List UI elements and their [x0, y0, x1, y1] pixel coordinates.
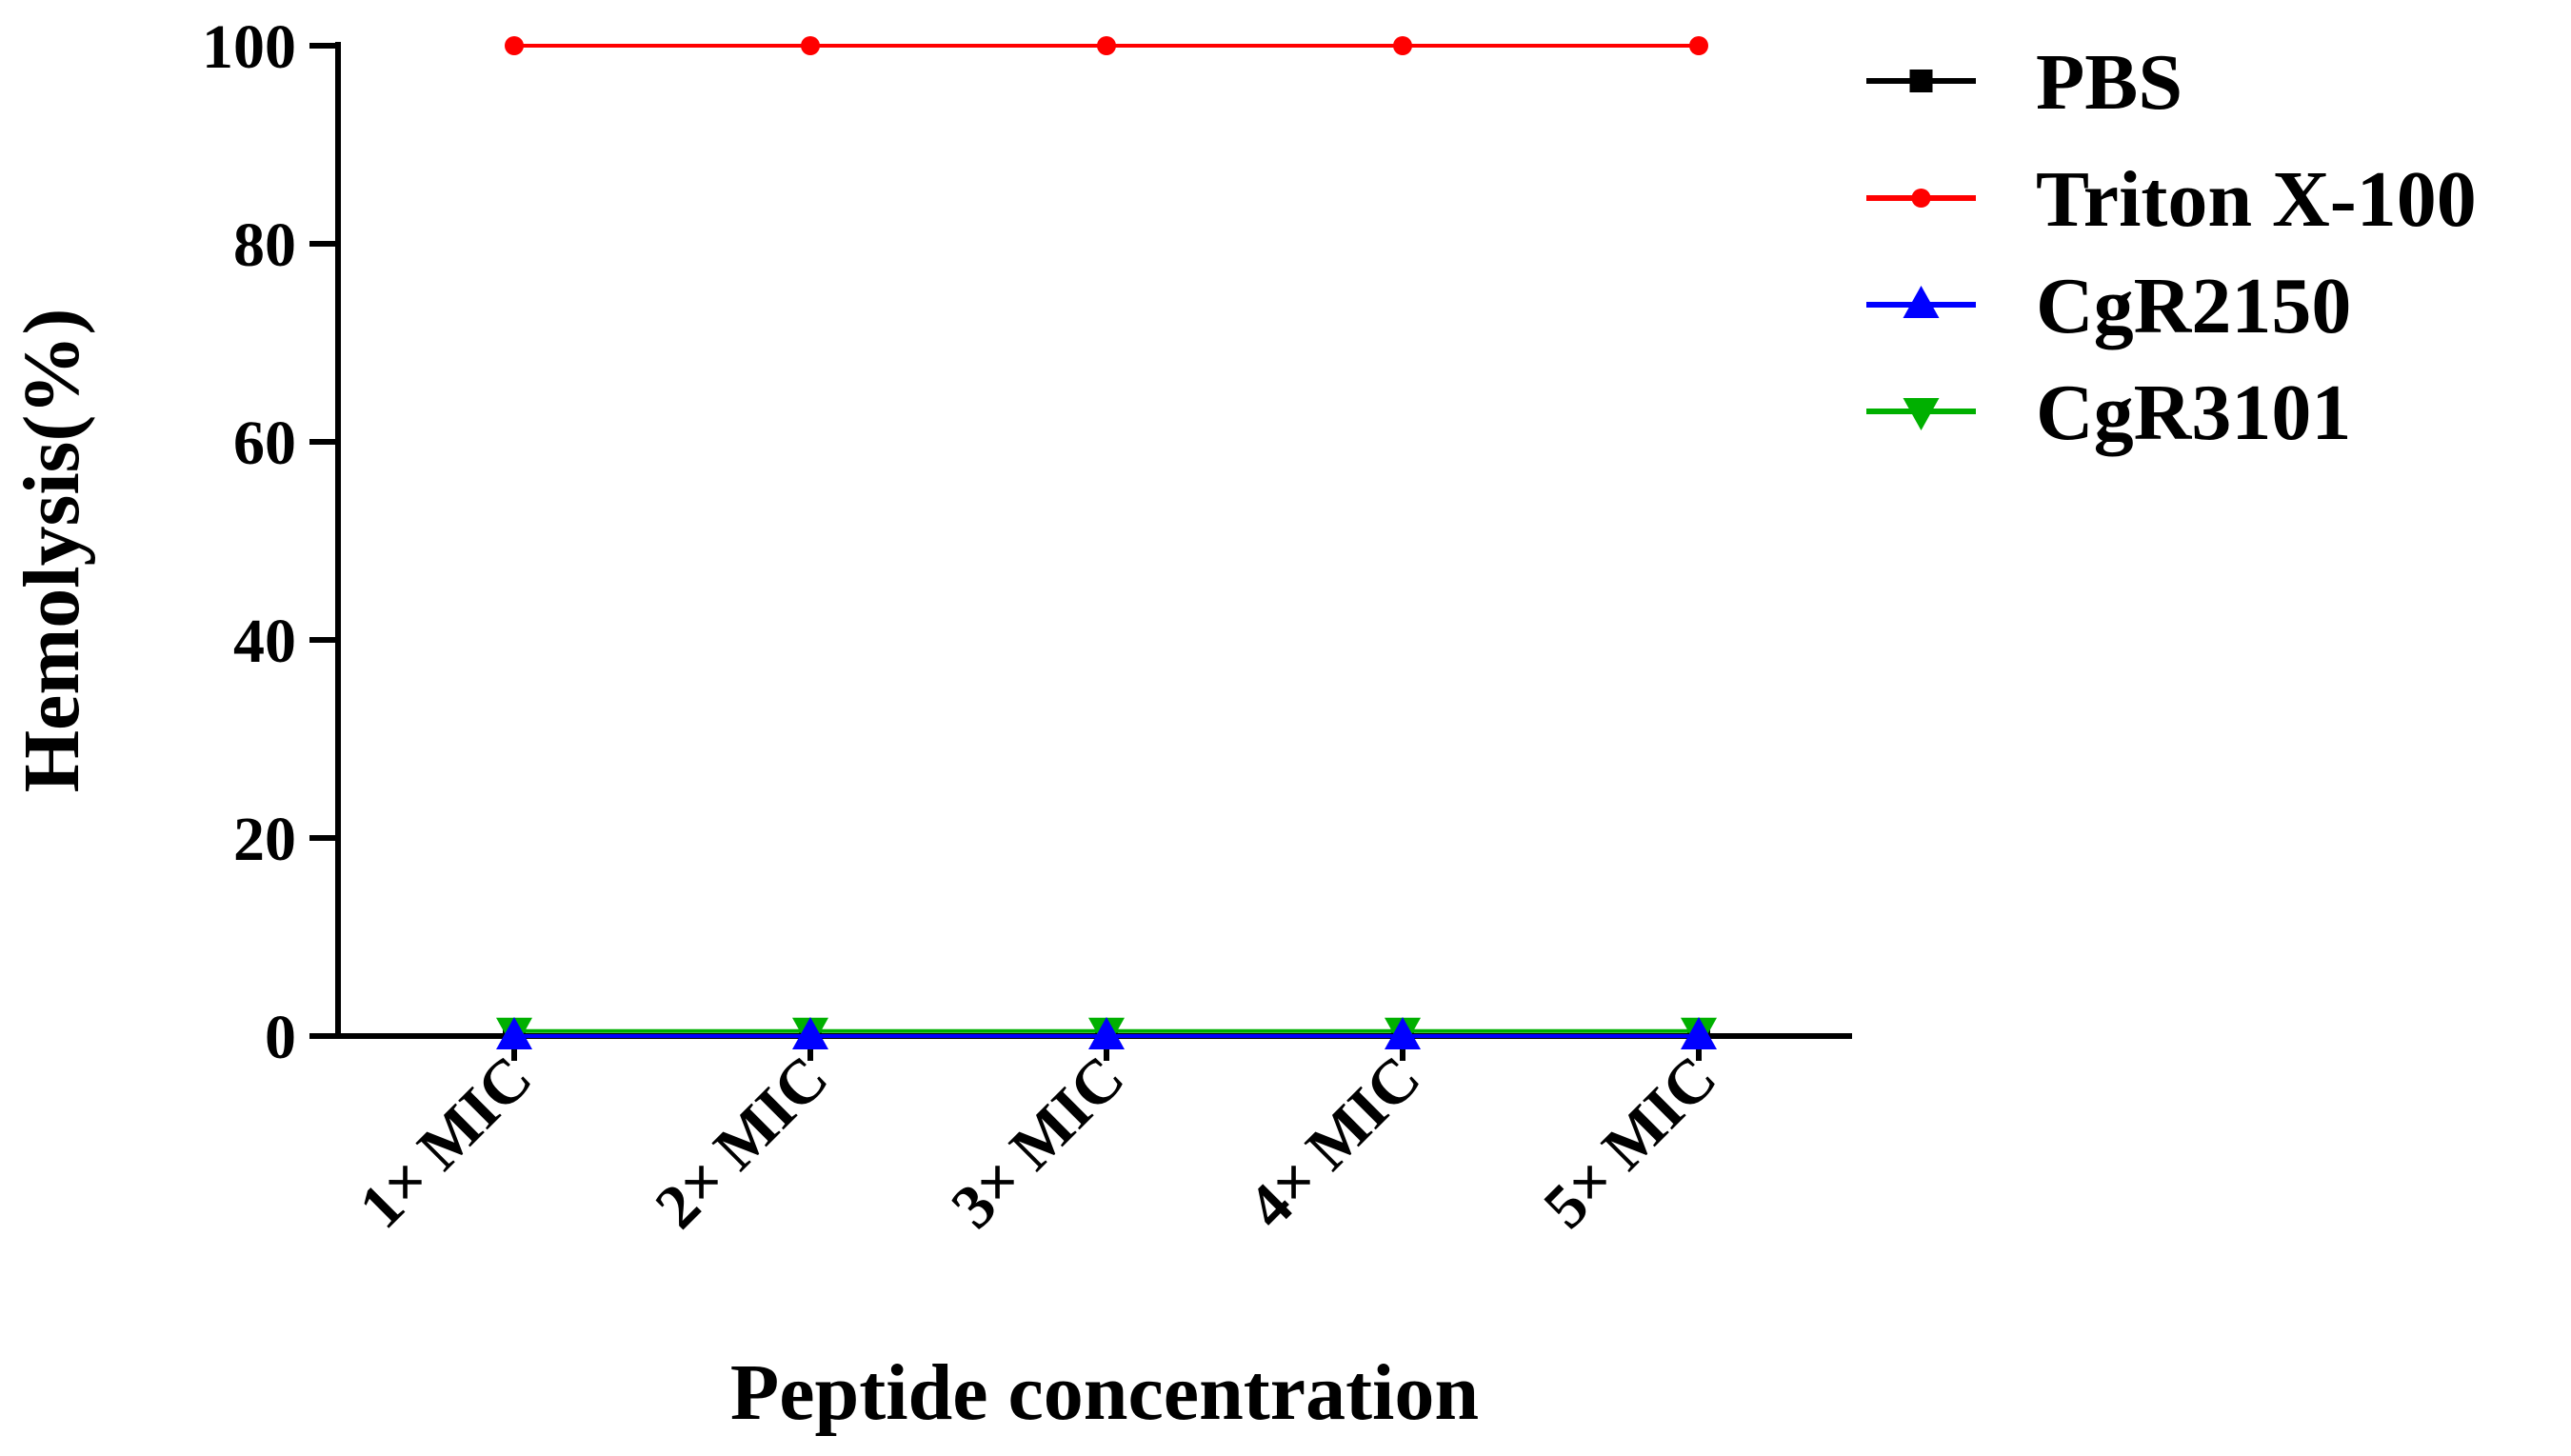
data-point: [1689, 36, 1708, 55]
data-point: [1088, 1017, 1125, 1049]
data-point: [496, 1017, 532, 1049]
y-tick-label: 80: [233, 210, 296, 280]
legend-marker: [1903, 286, 1940, 318]
legend-label: Triton X-100: [2036, 155, 2477, 244]
legend-item: PBS: [1866, 38, 2182, 127]
legend-label: CgR3101: [2036, 369, 2351, 457]
x-ticks: 1× MIC 2× MIC 3× MIC 4× MIC 5× MIC: [346, 1036, 1730, 1242]
axes: [335, 42, 1852, 1039]
y-tick-label: 40: [233, 607, 296, 676]
legend-item: CgR3101: [1866, 369, 2351, 457]
data-point: [1393, 36, 1412, 55]
y-axis-title: Hemolysis(%): [8, 309, 96, 793]
legend-label: PBS: [2036, 38, 2182, 127]
y-ticks: 0 20 40 60 80 100: [202, 12, 338, 1072]
legend-marker: [1909, 70, 1933, 92]
data-point: [1681, 1017, 1717, 1049]
y-tick-label: 20: [233, 805, 296, 874]
x-tick-label: 3× MIC: [938, 1043, 1137, 1242]
series-triton-x-100: [505, 36, 1708, 55]
series-cgr2150: [496, 1017, 1717, 1049]
legend-label: CgR2150: [2036, 262, 2351, 350]
data-point: [801, 36, 820, 55]
legend-item: CgR2150: [1866, 262, 2351, 350]
data-point: [1385, 1017, 1421, 1049]
legend-item: Triton X-100: [1866, 155, 2477, 244]
x-tick-label: 5× MIC: [1530, 1043, 1729, 1242]
x-axis-title: Peptide concentration: [730, 1348, 1479, 1437]
y-tick-label: 100: [202, 12, 296, 82]
data-point: [792, 1017, 828, 1049]
x-tick-label: 1× MIC: [346, 1043, 545, 1242]
y-tick-label: 60: [233, 409, 296, 478]
data-point: [505, 36, 524, 55]
x-tick-label: 2× MIC: [642, 1043, 841, 1242]
legend-marker: [1911, 189, 1931, 208]
legend-marker: [1903, 398, 1940, 430]
y-tick-label: 0: [265, 1003, 296, 1072]
series-layer: [496, 36, 1717, 1050]
x-tick-label: 4× MIC: [1234, 1043, 1433, 1242]
data-point: [1097, 36, 1116, 55]
legend: PBS Triton X-100 CgR2150 CgR3101: [1866, 38, 2477, 457]
